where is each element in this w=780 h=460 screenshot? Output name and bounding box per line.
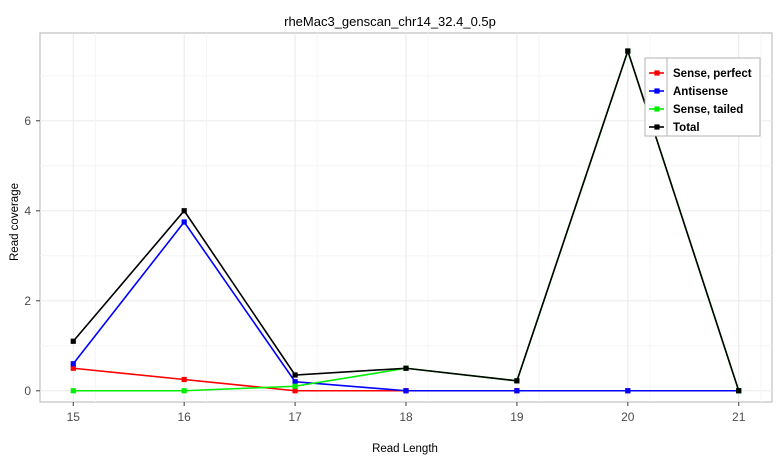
legend-key-marker (654, 106, 660, 112)
data-point (70, 388, 76, 394)
data-point (292, 372, 298, 378)
legend-key-marker (654, 70, 660, 76)
data-point (70, 361, 76, 367)
x-tick-label: 21 (732, 410, 746, 424)
data-point (292, 388, 298, 394)
chart-title: rheMac3_genscan_chr14_32.4_0.5p (284, 14, 496, 29)
data-point (181, 219, 187, 225)
x-tick-label: 15 (67, 410, 81, 424)
chart-legend: Sense, perfect Antisense Sense, tailed Tota… (644, 57, 761, 137)
y-axis-title: Read coverage (9, 183, 21, 261)
data-point (181, 376, 187, 383)
axis-tick-labels: 15 16 17 18 19 20 21 0 2 4 6 (24, 114, 745, 424)
y-tick-label: 2 (24, 294, 31, 308)
legend-key-marker (654, 88, 660, 94)
x-axis-title: Read Length (372, 443, 438, 455)
data-point (514, 388, 520, 394)
data-point (70, 365, 76, 371)
legend-label: Sense, perfect (673, 68, 752, 80)
legend-label: Total (673, 122, 700, 134)
data-point (736, 388, 742, 394)
legend-key-marker (654, 124, 660, 130)
x-tick-label: 19 (510, 410, 524, 424)
x-tick-label: 17 (288, 410, 302, 424)
data-point (70, 338, 76, 344)
data-point (292, 379, 298, 385)
y-tick-label: 4 (24, 204, 31, 218)
data-point (181, 388, 187, 394)
data-point (625, 48, 631, 54)
legend-label: Sense, tailed (673, 104, 743, 116)
legend-label: Antisense (673, 86, 728, 98)
data-point (514, 378, 520, 384)
data-point (403, 388, 409, 394)
data-series-group (70, 48, 742, 394)
x-tick-label: 16 (178, 410, 192, 424)
y-tick-label: 0 (24, 384, 31, 398)
axis-ticks (36, 120, 740, 406)
x-tick-label: 20 (621, 410, 635, 424)
data-point (625, 388, 631, 394)
x-tick-label: 18 (399, 410, 413, 424)
data-point (292, 383, 298, 389)
data-point (403, 365, 409, 371)
data-point (181, 208, 187, 214)
y-tick-label: 6 (24, 114, 31, 128)
legend-background (644, 57, 761, 137)
